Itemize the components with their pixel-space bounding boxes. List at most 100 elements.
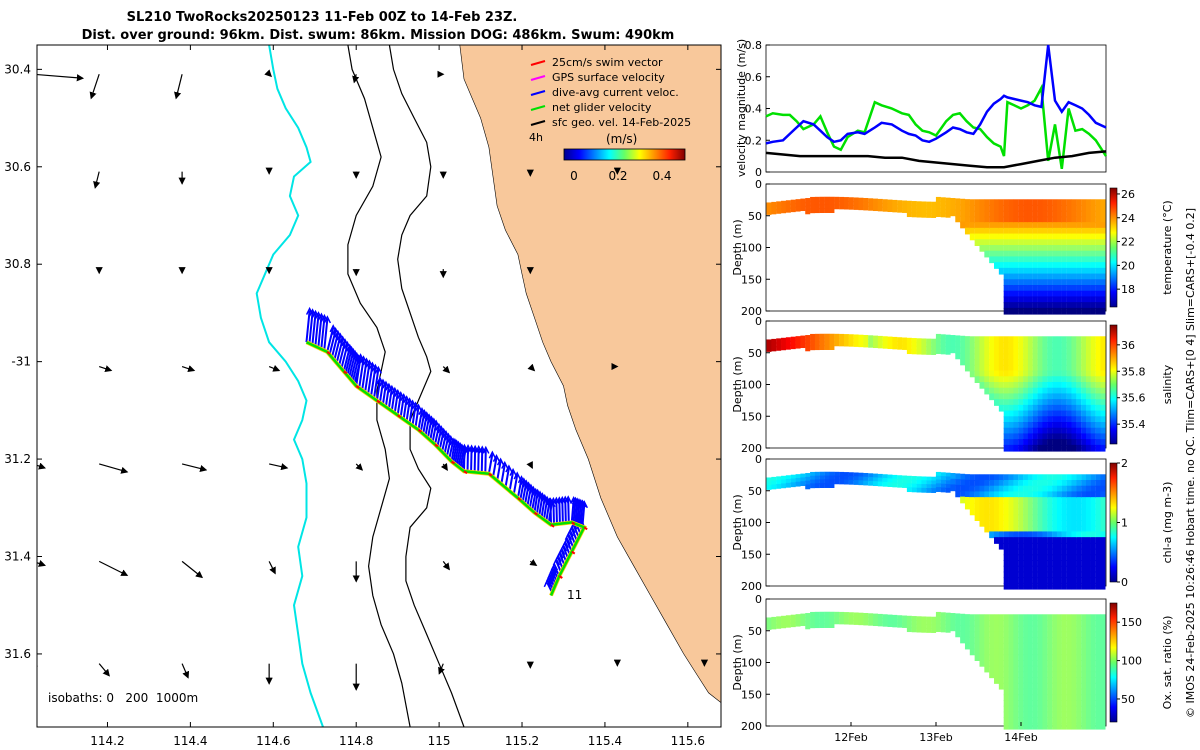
temperature-cell (1066, 267, 1072, 275)
chla-cell (1003, 491, 1009, 499)
temperature-cell (964, 204, 970, 212)
salinity-cbtick-label: 36 (1121, 339, 1135, 352)
temperature-cell (1052, 239, 1058, 246)
chla-cell (790, 482, 796, 488)
chla-cell (1085, 537, 1091, 544)
chla-cell (1071, 497, 1077, 504)
chla-cell (1061, 514, 1067, 521)
oxygen-cell (1071, 654, 1077, 661)
temperature-cell (1095, 273, 1101, 281)
temperature-cell (1061, 273, 1067, 281)
temperature-cell (1008, 285, 1014, 292)
chla-cell (1100, 577, 1106, 584)
temperature-cell (906, 208, 912, 214)
salinity-cell (1003, 399, 1009, 406)
chla-cell (1085, 520, 1091, 527)
salinity-cell (872, 339, 878, 345)
salinity-cell (964, 358, 970, 366)
salinity-cell (1090, 359, 1096, 366)
chla-cell (935, 475, 941, 481)
oxygen-cell (1037, 700, 1043, 707)
temperature-cell (877, 206, 883, 212)
oxygen-cell (1076, 717, 1082, 724)
map-ytick-label: 30.6 (4, 160, 31, 174)
temperature-cell (1076, 233, 1082, 241)
oxygen-cell (781, 615, 787, 621)
salinity-cell (848, 338, 854, 343)
chla-cell (1071, 474, 1077, 481)
chla-cell (1003, 531, 1009, 539)
chla-cell (1042, 565, 1048, 573)
chla-cell (1090, 520, 1096, 527)
oxygen-cell (1061, 722, 1067, 730)
oxygen-cell (843, 619, 849, 625)
salinity-cell (1018, 387, 1024, 395)
salinity-cell (998, 376, 1004, 383)
salinity-cell (1027, 444, 1033, 452)
salinity-cell (834, 341, 840, 347)
oxygen-cell (1085, 631, 1091, 639)
chla-cell (1090, 554, 1096, 562)
chla-cell (766, 481, 772, 487)
oxygen-cell (940, 619, 946, 625)
oxygen-cell (1061, 625, 1067, 633)
oxygen-cell (1052, 631, 1058, 639)
current-vector (364, 362, 371, 393)
temperature-cell (858, 197, 864, 203)
oxygen-cell (989, 671, 995, 679)
salinity-cell (1047, 382, 1053, 389)
temperature-cell (994, 227, 1000, 235)
oxygen-cell (994, 660, 1000, 667)
swim-vector (355, 385, 360, 389)
salinity-cell (911, 341, 917, 347)
oxygen-cell (810, 619, 816, 625)
salinity-cell (1008, 364, 1014, 372)
salinity-cell (931, 350, 937, 355)
salinity-cell (1013, 347, 1019, 355)
geo-vector (264, 69, 272, 78)
chla-cell (998, 474, 1004, 481)
oxygen-cell (1085, 648, 1091, 656)
salinity-cell (1037, 444, 1043, 452)
salinity-cell (1023, 364, 1029, 372)
temperature-cell (1085, 204, 1091, 212)
temperature-cell (863, 197, 869, 203)
oxygen-cell (882, 621, 888, 627)
temperature-cell (955, 204, 961, 211)
oxygen-cell (1071, 717, 1077, 724)
chla-cell (1027, 525, 1033, 533)
temperature-cell (1071, 233, 1077, 241)
temperature-cell (819, 200, 825, 206)
salinity-cell (1071, 336, 1077, 343)
oxygen-cell (1023, 700, 1029, 707)
salinity-cell (1047, 353, 1053, 361)
chla-cell (1037, 520, 1043, 527)
chla-cell (1013, 531, 1019, 539)
salinity-cell (1032, 370, 1038, 378)
chla-cell (1047, 577, 1053, 584)
temperature-cell (1071, 279, 1077, 287)
chla-cell (1008, 571, 1014, 579)
oxygen-cell (1066, 619, 1072, 627)
oxygen-cell (1095, 677, 1101, 684)
oxygen-cell (1037, 619, 1043, 627)
oxygen-cell (974, 637, 980, 644)
salinity-cell (1095, 376, 1101, 383)
chla-cell (1066, 497, 1072, 504)
chla-cell (1081, 497, 1087, 504)
salinity-cell (1037, 422, 1043, 429)
salinity-cell (766, 343, 772, 349)
temperature-cell (989, 199, 995, 206)
oxygen-cell (872, 613, 878, 619)
salinity-cell (1081, 370, 1087, 378)
oxygen-cell (1013, 700, 1019, 707)
salinity-cell (877, 343, 883, 349)
temperature-cell (1027, 250, 1033, 258)
chla-cell (1085, 582, 1091, 590)
salinity-cell (974, 347, 980, 355)
temperature-cell (1066, 239, 1072, 246)
temperature-cell (1027, 290, 1033, 298)
salinity-cell (984, 376, 990, 383)
temperature-cell (1061, 290, 1067, 298)
chla-cell (1071, 525, 1077, 533)
